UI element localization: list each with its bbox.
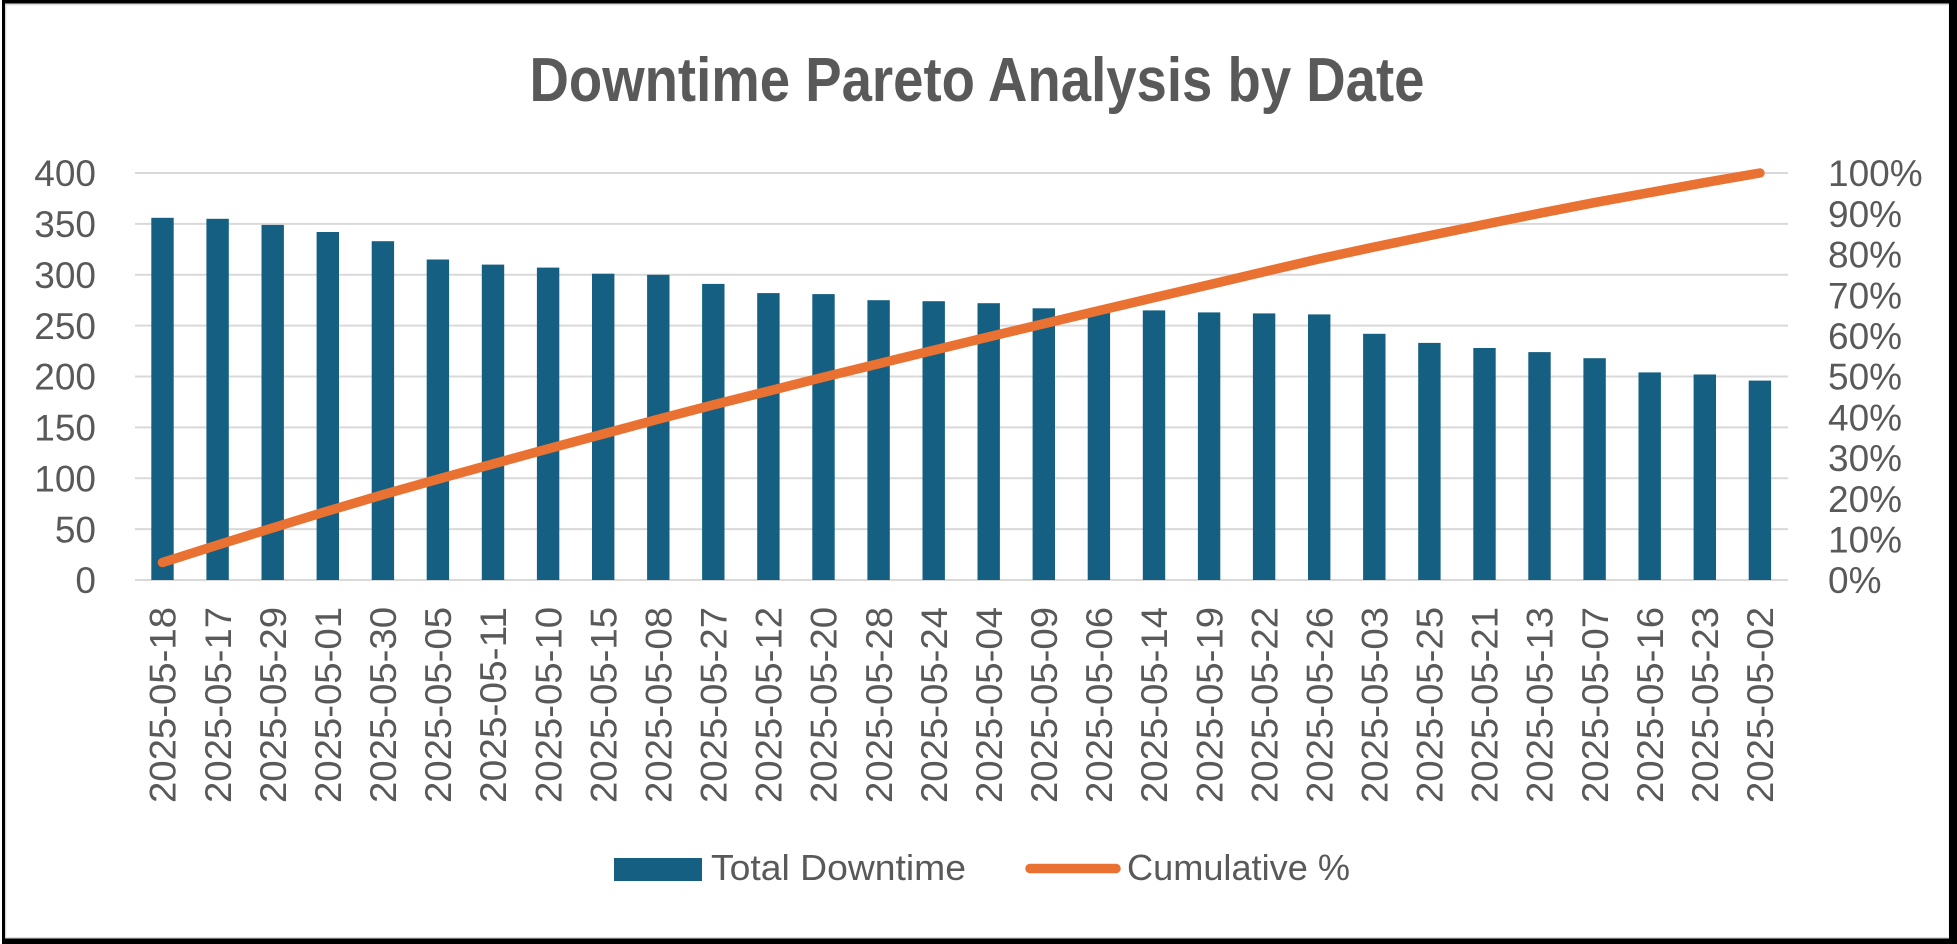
svg-text:2025-05-06: 2025-05-06 (1079, 607, 1120, 803)
svg-text:50%: 50% (1828, 357, 1902, 398)
svg-text:2025-05-01: 2025-05-01 (308, 607, 349, 803)
svg-text:30%: 30% (1828, 438, 1902, 479)
svg-text:40%: 40% (1828, 397, 1902, 438)
svg-text:2025-05-18: 2025-05-18 (143, 607, 184, 803)
svg-text:70%: 70% (1828, 275, 1902, 316)
svg-text:2025-05-16: 2025-05-16 (1630, 607, 1671, 803)
svg-text:2025-05-11: 2025-05-11 (473, 607, 514, 803)
svg-text:2025-05-21: 2025-05-21 (1465, 607, 1506, 803)
svg-text:10%: 10% (1828, 520, 1902, 561)
svg-text:2025-05-26: 2025-05-26 (1299, 607, 1340, 803)
svg-text:400: 400 (34, 153, 96, 194)
svg-text:2025-05-13: 2025-05-13 (1520, 607, 1561, 803)
svg-text:90%: 90% (1828, 194, 1902, 235)
svg-text:2025-05-09: 2025-05-09 (1024, 607, 1065, 803)
svg-text:300: 300 (34, 255, 96, 296)
svg-text:2025-05-27: 2025-05-27 (694, 607, 735, 803)
svg-text:2025-05-25: 2025-05-25 (1410, 607, 1451, 803)
svg-text:80%: 80% (1828, 235, 1902, 276)
svg-text:20%: 20% (1828, 479, 1902, 520)
svg-text:2025-05-30: 2025-05-30 (363, 607, 404, 803)
svg-text:2025-05-08: 2025-05-08 (639, 607, 680, 803)
svg-text:0: 0 (75, 560, 96, 601)
svg-text:2025-05-02: 2025-05-02 (1740, 607, 1781, 803)
svg-text:2025-05-19: 2025-05-19 (1189, 607, 1230, 803)
svg-text:2025-05-23: 2025-05-23 (1685, 607, 1726, 803)
svg-text:2025-05-05: 2025-05-05 (418, 607, 459, 803)
svg-text:2025-05-15: 2025-05-15 (583, 607, 624, 803)
svg-text:2025-05-24: 2025-05-24 (914, 607, 955, 803)
svg-text:2025-05-07: 2025-05-07 (1575, 607, 1616, 803)
svg-text:2025-05-20: 2025-05-20 (804, 607, 845, 803)
svg-text:2025-05-04: 2025-05-04 (969, 607, 1010, 803)
svg-text:100%: 100% (1828, 153, 1923, 194)
svg-text:Downtime Pareto Analysis by Da: Downtime Pareto Analysis by Date (530, 46, 1425, 115)
svg-text:2025-05-10: 2025-05-10 (528, 607, 569, 803)
svg-text:2025-05-29: 2025-05-29 (253, 607, 294, 803)
svg-text:2025-05-14: 2025-05-14 (1134, 607, 1175, 803)
svg-text:2025-05-03: 2025-05-03 (1355, 607, 1396, 803)
svg-text:2025-05-22: 2025-05-22 (1244, 607, 1285, 803)
svg-text:2025-05-17: 2025-05-17 (198, 607, 239, 803)
svg-text:200: 200 (34, 357, 96, 398)
svg-text:100: 100 (34, 458, 96, 499)
svg-text:0%: 0% (1828, 560, 1881, 601)
svg-text:50: 50 (55, 509, 96, 550)
svg-text:250: 250 (34, 306, 96, 347)
svg-text:150: 150 (34, 408, 96, 449)
svg-text:350: 350 (34, 204, 96, 245)
svg-text:60%: 60% (1828, 316, 1902, 357)
svg-text:Cumulative %: Cumulative % (1127, 847, 1350, 888)
svg-text:Total Downtime: Total Downtime (711, 847, 966, 888)
svg-text:2025-05-12: 2025-05-12 (749, 607, 790, 803)
svg-text:2025-05-28: 2025-05-28 (859, 607, 900, 803)
